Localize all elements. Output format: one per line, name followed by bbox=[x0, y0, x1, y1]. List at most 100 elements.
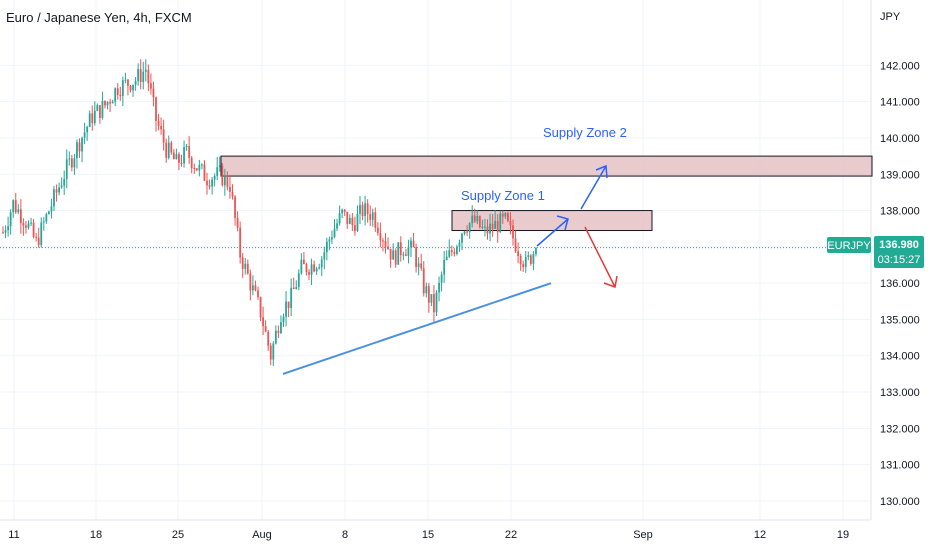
up-arrow-1 bbox=[536, 218, 569, 247]
candle bbox=[137, 63, 140, 86]
candle bbox=[453, 248, 456, 257]
x-tick-label: 12 bbox=[754, 529, 766, 541]
candle bbox=[42, 217, 45, 231]
candle bbox=[119, 86, 122, 101]
candle bbox=[93, 101, 96, 126]
chart-title: Euro / Japanese Yen, 4h, FXCM bbox=[6, 10, 192, 25]
candle bbox=[17, 204, 20, 215]
candle bbox=[19, 199, 22, 234]
candle bbox=[264, 320, 267, 333]
candle bbox=[389, 248, 392, 268]
candle bbox=[374, 207, 377, 232]
candle bbox=[292, 277, 295, 290]
candle bbox=[308, 269, 310, 281]
candle bbox=[338, 205, 341, 226]
candle bbox=[359, 196, 361, 224]
candle bbox=[489, 213, 491, 242]
candle bbox=[150, 73, 152, 95]
candle bbox=[221, 163, 224, 187]
candle bbox=[300, 253, 303, 275]
candle bbox=[481, 219, 484, 230]
candle bbox=[517, 242, 519, 264]
candle bbox=[170, 140, 173, 155]
candle bbox=[239, 221, 242, 264]
candle bbox=[99, 105, 101, 124]
candle bbox=[450, 245, 453, 257]
candle bbox=[234, 195, 236, 226]
candle bbox=[201, 163, 203, 170]
candle bbox=[160, 117, 162, 135]
candle bbox=[91, 105, 94, 131]
candle bbox=[379, 222, 382, 248]
candle bbox=[486, 219, 489, 240]
candle bbox=[48, 210, 50, 215]
candle bbox=[376, 222, 379, 236]
candle bbox=[310, 258, 313, 286]
candle bbox=[244, 258, 247, 275]
candle bbox=[290, 278, 293, 317]
candle bbox=[425, 282, 428, 298]
candle bbox=[315, 266, 318, 275]
candle bbox=[124, 72, 127, 84]
candle bbox=[456, 244, 458, 256]
candle bbox=[2, 226, 4, 234]
candle bbox=[415, 243, 417, 273]
candle bbox=[213, 173, 216, 187]
candle bbox=[76, 139, 78, 169]
candle bbox=[512, 219, 514, 246]
grid bbox=[0, 0, 871, 520]
candle bbox=[433, 285, 435, 323]
last-price-badge: 136.980 03:15:27 bbox=[874, 236, 924, 268]
candle bbox=[152, 81, 155, 107]
candle bbox=[30, 217, 32, 226]
candle bbox=[361, 201, 364, 221]
y-tick-label: 133.000 bbox=[880, 387, 920, 399]
supply-zone-2-label: Supply Zone 2 bbox=[543, 125, 627, 140]
candle bbox=[405, 249, 407, 257]
candle bbox=[384, 233, 387, 254]
candle bbox=[96, 103, 99, 112]
candle bbox=[111, 99, 114, 104]
candle bbox=[83, 122, 86, 145]
candle bbox=[346, 211, 349, 229]
candle bbox=[188, 136, 191, 164]
up-arrow-2-head bbox=[595, 164, 608, 179]
candle bbox=[190, 155, 193, 174]
candle bbox=[70, 154, 73, 172]
candle bbox=[448, 239, 451, 258]
down-arrow-head bbox=[603, 275, 618, 289]
drawing-overlays: Supply Zone 1 Supply Zone 2 bbox=[282, 125, 627, 375]
candle bbox=[496, 214, 499, 243]
candle bbox=[287, 301, 290, 318]
candle bbox=[343, 208, 346, 217]
support-trendline bbox=[282, 282, 552, 375]
y-tick-label: 140.000 bbox=[880, 133, 920, 145]
candle bbox=[50, 198, 53, 219]
candle bbox=[101, 91, 104, 120]
candle bbox=[180, 154, 183, 167]
candle bbox=[211, 177, 213, 195]
x-tick-label: 18 bbox=[90, 529, 102, 541]
candle bbox=[193, 163, 196, 174]
x-tick-label: 11 bbox=[8, 529, 19, 541]
candle bbox=[198, 159, 201, 177]
candle bbox=[438, 276, 440, 302]
candle bbox=[354, 216, 356, 236]
candle bbox=[323, 246, 326, 270]
candle bbox=[236, 211, 239, 232]
candle bbox=[262, 306, 264, 336]
candle bbox=[14, 192, 17, 214]
candle bbox=[295, 280, 298, 290]
candle bbox=[9, 209, 12, 235]
candle bbox=[257, 286, 259, 300]
candle bbox=[129, 85, 132, 93]
candle bbox=[333, 219, 336, 239]
time-axis[interactable]: 11 18 25 Aug 8 15 22 Sep 12 19 bbox=[8, 529, 849, 541]
candle bbox=[88, 110, 91, 128]
candle bbox=[325, 237, 328, 261]
candle bbox=[206, 172, 208, 195]
candle bbox=[55, 184, 58, 202]
candle bbox=[132, 84, 134, 97]
price-axis[interactable]: 130.000 131.000 132.000 133.000 134.000 135.0… bbox=[880, 60, 920, 508]
